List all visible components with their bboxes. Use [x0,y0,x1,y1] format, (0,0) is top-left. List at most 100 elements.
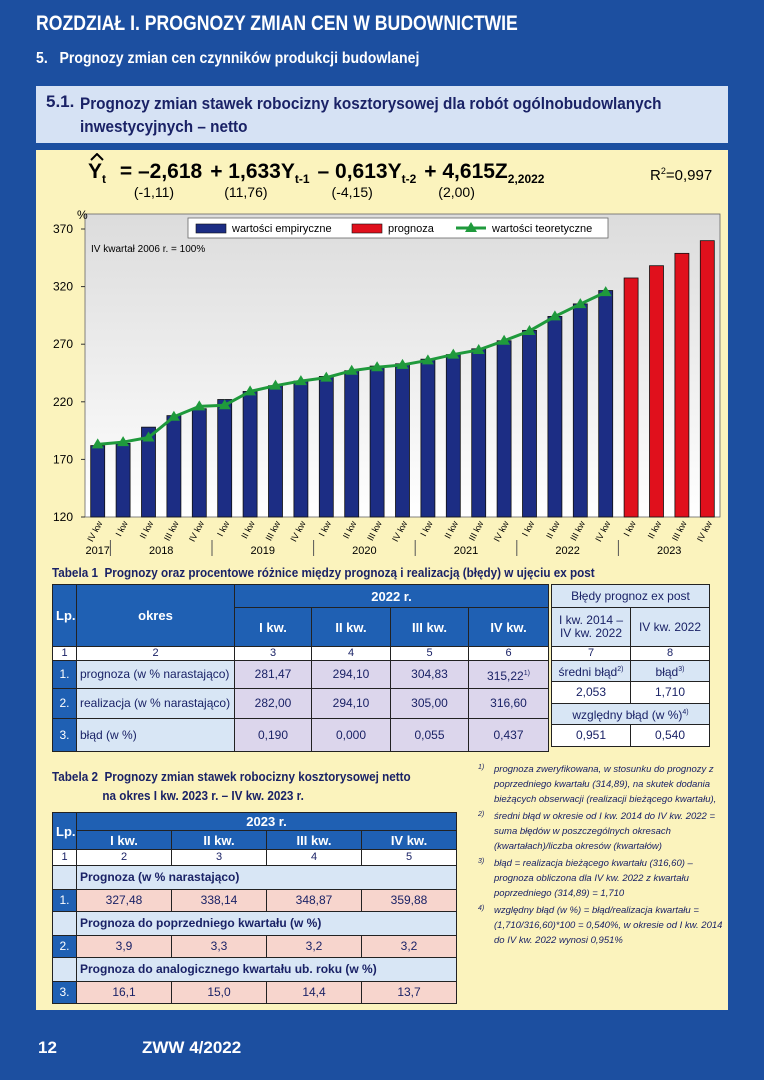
year-label: 2021 [454,545,478,557]
line-marker [269,379,282,390]
column-number: 3 [171,849,267,866]
x-tick-label: III kw [568,519,587,543]
table2-title: Tabela 2 Prognozy zmian stawek robocizny… [52,767,411,805]
hat [90,153,104,161]
bar [191,408,207,518]
bar [318,376,334,518]
bar [674,252,690,518]
value-cell: 1,710 [630,681,710,704]
year-header: 2022 r. [234,584,549,608]
section-title: 5. Prognozy zmian cen czynników produkcj… [36,50,420,67]
line-marker [320,371,333,382]
x-tick-label: IV kw [187,519,206,544]
x-tick-label: I kw [520,519,537,538]
footnote: 2) średni błąd w okresie od I kw. 2014 do… [478,809,724,854]
formula-term: – 0,613Yt-2 (-4,15) [318,160,417,200]
footnote-mark: 1) [478,764,485,771]
formula: Yt = –2,618 (-1,11) + 1,633Yt-1 (11,76) – 0,… [88,153,544,200]
column-number: 2 [76,849,172,866]
column-number: 4 [311,646,391,661]
value: 294,10 [332,667,370,681]
section-title: Prognoza (w % narastająco) [76,865,457,890]
bar [166,415,182,518]
row-number: 1. [52,889,77,912]
value-cell: 2,053 [551,681,631,704]
x-tick-label: II kw [341,519,359,540]
y-axis-label: % [77,208,88,222]
label: średni błąd [558,665,618,679]
column-number: 8 [630,646,710,661]
footnote: 4) względny błąd (w %) = błąd/realizacja … [478,903,724,948]
chart: % IV kwartał 2006 r. = 100% 120 170 220 270 32… [53,208,721,557]
year-label: 2017 [85,545,109,557]
footnote: 3) błąd = realizacja bieżącego kwartału (… [478,856,724,901]
quarter-header: I kw. [76,830,172,850]
line-marker [167,410,180,421]
section-spacer [52,957,77,982]
label-row: średni błąd2) błąd3) [551,660,710,682]
x-tick-label: IV kw [85,519,104,544]
x-tick-label: II kw [138,519,156,540]
lhs: Y [88,160,103,183]
value: 304,83 [411,667,448,681]
footnote-mark: 4) [478,905,485,912]
quarter-header: I kw. [234,607,312,647]
line-marker [371,361,384,372]
line-marker [117,436,130,447]
issue: ZWW 4/2022 [142,1038,242,1057]
x-tick-label: II kw [443,519,461,540]
x-tick-label: III kw [467,519,486,543]
value-cell: 316,60 [468,688,549,719]
errors-title: Błędy prognoz ex post [551,584,710,608]
year-label: 2020 [352,545,376,557]
footnote-mark: 3) [478,858,485,865]
subsection-title: Prognozy zmian stawek robocizny kosztory… [80,94,662,136]
value-cell: 0,000 [311,718,391,752]
value: 305,00 [411,696,448,710]
line-marker [91,438,104,449]
x-tick-label: I kw [622,519,639,538]
data-row: 2. realizacja (w % narastająco) 282,00 294,… [52,688,549,719]
value: 0,000 [335,727,367,742]
value-cell: 0,540 [630,724,710,747]
value-cell: 305,00 [390,688,469,719]
value-cell: 359,88 [361,889,457,912]
bar [598,290,614,518]
quarter-header: II kw. [171,830,267,850]
bar [268,385,283,518]
bar [649,265,664,518]
bar [293,380,309,518]
value-cell: 16,1 [76,981,172,1004]
relative-error-label: względny błąd (w %)4) [551,703,710,725]
quarter-header: III kw. [390,607,469,647]
r-squared: R2=0,997 [650,166,712,184]
y-tick-label: 370 [53,222,73,236]
line-marker [498,334,511,345]
quarter-header: III kw. [266,830,362,850]
mean-error-label: średni błąd2) [551,660,631,682]
bar [699,240,715,518]
data-row: 2. 3,9 3,3 3,2 3,2 [52,935,457,958]
value-cell: 315,221) [468,660,549,689]
column-number: 7 [551,646,631,661]
column-number: 2 [76,646,235,661]
section-title: Prognoza do analogicznego kwartału ub. r… [76,957,457,982]
bar [445,354,461,518]
y-tick-label: 170 [53,452,73,466]
term-text: + 1,633Y [210,160,295,183]
page-number: 12 [38,1038,57,1057]
bar [496,340,512,518]
column-number: 1 [52,849,77,866]
value: 0,190 [257,727,289,742]
line-marker [472,343,485,354]
value-cell: 327,48 [76,889,172,912]
legend-swatch [195,223,227,234]
value-cell: 0,190 [234,718,312,752]
value-cell: 281,47 [234,660,312,689]
value-cell: 282,00 [234,688,312,719]
bar [217,399,233,518]
term-sub: t-2 [401,172,417,187]
data-row: 1. 327,48 338,14 348,87 359,88 [52,889,457,912]
